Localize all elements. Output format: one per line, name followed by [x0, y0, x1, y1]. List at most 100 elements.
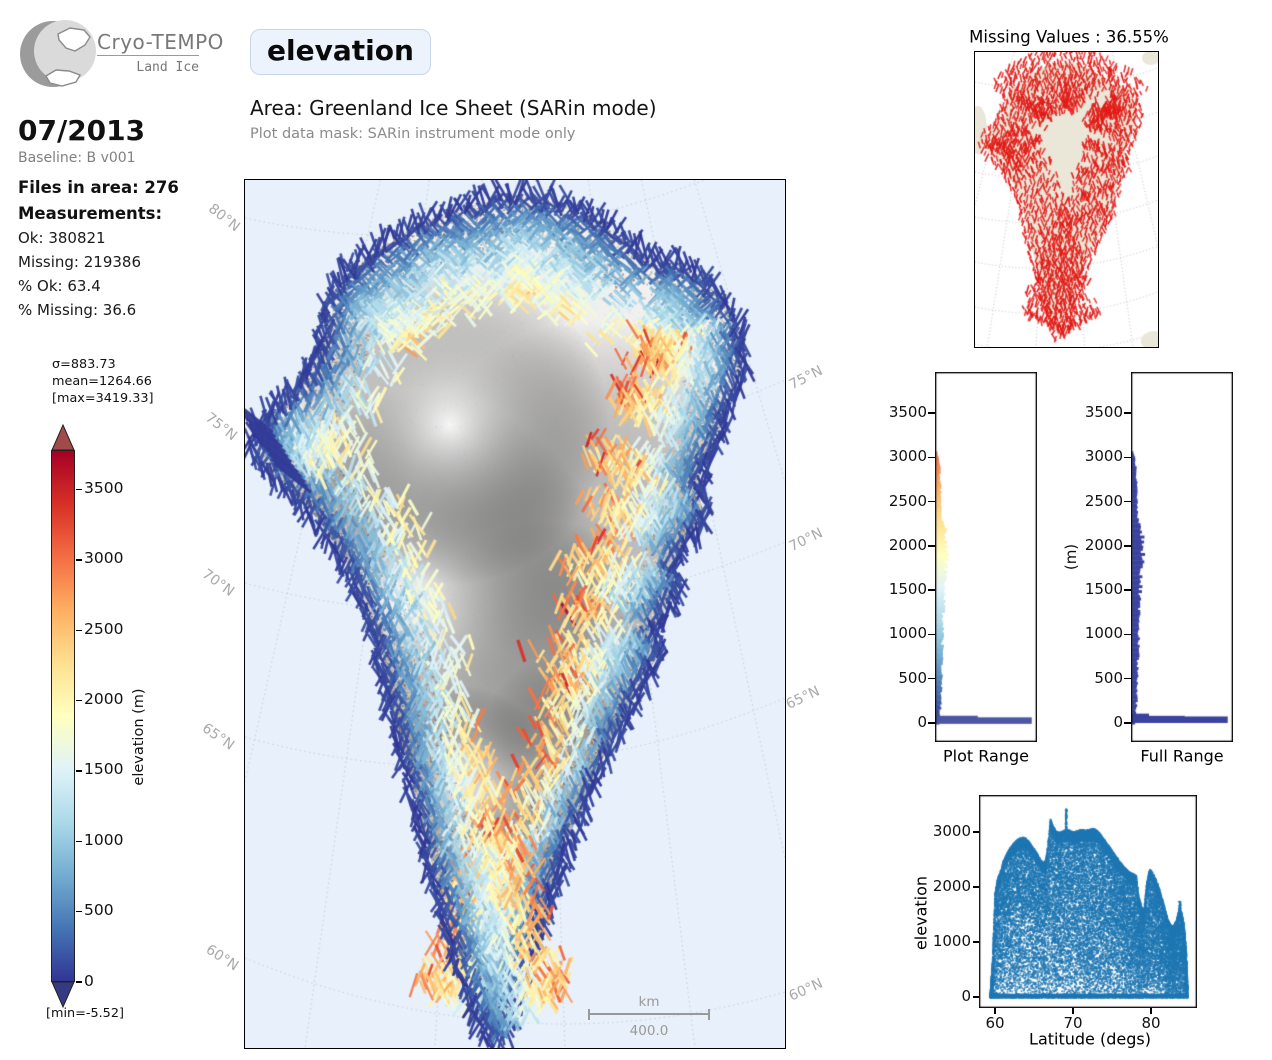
- full-range-ylabel: (m): [1062, 543, 1080, 571]
- lat-label-right-75°N: 75°N: [786, 362, 826, 394]
- stat-missing: Missing: 219386: [18, 253, 142, 271]
- lat-label-left-70°N: 70°N: [199, 566, 237, 600]
- scalebar-line: [589, 1013, 709, 1015]
- min-value: [min=-5.52]: [46, 1006, 124, 1021]
- colorbar-tick-2500: 2500: [84, 619, 124, 638]
- full-range-histogram-canvas: [1131, 372, 1233, 742]
- tick-mark: [1124, 412, 1131, 414]
- scatter-ytick-0: 0: [961, 987, 971, 1005]
- tick-mark: [1124, 678, 1131, 680]
- hist-tick-1500: 1500: [1084, 580, 1123, 599]
- colorbar-under-arrow: [51, 981, 75, 1008]
- tick-mark: [76, 699, 82, 702]
- tick-mark: [1124, 633, 1131, 636]
- hist-tick-2500: 2500: [1084, 491, 1123, 510]
- tick-mark: [928, 456, 935, 458]
- stat-pct-missing: % Missing: 36.6: [18, 301, 137, 319]
- colorbar-stats: σ=883.73 mean=1264.66 [max=3419.33]: [52, 356, 154, 407]
- scalebar-unit: km: [638, 994, 660, 1010]
- hist-tick-3500: 3500: [888, 403, 927, 421]
- tick-mark: [76, 840, 82, 842]
- missing-values-title: Missing Values : 36.55%: [969, 27, 1169, 47]
- lat-label-left-65°N: 65°N: [198, 720, 238, 754]
- scatter-xtick-60: 60: [985, 1014, 1005, 1032]
- scatter-ytick-2000: 2000: [932, 877, 971, 895]
- colorbar-axis-label: elevation (m): [131, 688, 147, 786]
- period-date: 07/2013: [18, 114, 146, 147]
- tick-mark: [973, 996, 979, 998]
- tick-mark: [1124, 500, 1131, 503]
- tick-mark: [1124, 456, 1131, 458]
- colorbar-tick-500: 500: [84, 901, 114, 920]
- colorbar-tick-2000: 2000: [84, 690, 124, 709]
- logo-title: Cryo-TEMPO: [97, 30, 224, 54]
- colorbar-tick-3500: 3500: [84, 479, 124, 498]
- variable-title: elevation: [250, 29, 431, 75]
- lat-label-left-80°N: 80°N: [205, 200, 243, 236]
- lat-label-left-60°N: 60°N: [202, 941, 242, 975]
- mask-label: Plot data mask: SARin instrument mode on…: [250, 126, 576, 142]
- scatter-ytick-3000: 3000: [932, 822, 971, 840]
- tick-mark: [973, 831, 979, 833]
- lat-label-right-70°N: 70°N: [786, 525, 826, 555]
- logo-divider: [97, 55, 199, 57]
- cryo-tempo-logo-icon: [20, 20, 96, 87]
- plot-range-histogram-canvas: [935, 372, 1037, 742]
- logo-subtitle: Land Ice: [136, 60, 199, 75]
- scatter-xtick-80: 80: [1141, 1014, 1161, 1032]
- files-in-area-label: Files in area: 276: [18, 178, 179, 197]
- elevation-map-canvas: [243, 178, 786, 1049]
- scatter-ytick-1000: 1000: [932, 932, 971, 950]
- tick-mark: [928, 500, 935, 503]
- tick-mark: [76, 629, 82, 631]
- tick-mark: [76, 981, 82, 983]
- tick-mark: [1072, 1008, 1074, 1014]
- tick-mark: [76, 488, 82, 491]
- hist-tick-1000: 1000: [888, 624, 927, 643]
- hist-tick-0: 0: [917, 713, 927, 731]
- hist-tick-3500: 3500: [1084, 403, 1123, 421]
- hist-tick-3000: 3000: [888, 447, 927, 466]
- full-range-title: Full Range: [1140, 746, 1224, 766]
- tick-mark: [928, 589, 935, 591]
- mean-value: mean=1264.66: [52, 374, 152, 389]
- colorbar-tick-1500: 1500: [84, 760, 124, 779]
- tick-mark: [928, 678, 935, 680]
- tick-mark: [1150, 1008, 1152, 1014]
- lat-label-left-75°N: 75°N: [202, 409, 240, 445]
- lat-label-right-65°N: 65°N: [783, 683, 823, 713]
- scatter-xlabel: Latitude (degs): [1029, 1029, 1151, 1049]
- scalebar-right-cap: [708, 1009, 710, 1020]
- tick-mark: [1124, 722, 1131, 724]
- stat-pct-ok: % Ok: 63.4: [18, 277, 101, 295]
- hist-tick-0: 0: [1113, 713, 1123, 731]
- tick-mark: [973, 886, 979, 888]
- hist-tick-1000: 1000: [1084, 624, 1123, 643]
- colorbar-tick-1000: 1000: [84, 830, 124, 849]
- tick-mark: [994, 1008, 996, 1014]
- tick-mark: [928, 722, 935, 724]
- hist-tick-2500: 2500: [888, 491, 927, 510]
- colorbar-tick-3000: 3000: [84, 549, 124, 568]
- measurements-label: Measurements:: [18, 204, 163, 223]
- sigma-value: σ=883.73: [52, 357, 116, 372]
- area-label: Area: Greenland Ice Sheet (SARin mode): [250, 96, 657, 120]
- plot-range-title: Plot Range: [943, 746, 1029, 766]
- stat-ok: Ok: 380821: [18, 229, 106, 247]
- tick-mark: [1124, 589, 1131, 591]
- tick-mark: [928, 412, 935, 414]
- latitude-scatter-canvas: [979, 795, 1197, 1008]
- tick-mark: [928, 545, 935, 547]
- tick-mark: [76, 910, 82, 913]
- scalebar-value: 400.0: [629, 1023, 669, 1039]
- lat-label-right-60°N: 60°N: [786, 975, 826, 1005]
- tick-mark: [973, 941, 979, 943]
- hist-tick-3000: 3000: [1084, 447, 1123, 466]
- hist-tick-2000: 2000: [1084, 535, 1123, 554]
- hist-tick-2000: 2000: [888, 535, 927, 554]
- hist-tick-500: 500: [1094, 668, 1123, 687]
- max-value: [max=3419.33]: [52, 391, 154, 406]
- baseline-label: Baseline: B v001: [18, 150, 136, 166]
- hist-tick-1500: 1500: [888, 580, 927, 599]
